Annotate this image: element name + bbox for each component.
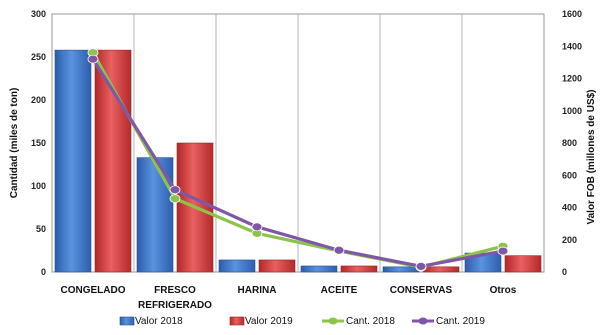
right-tick-label: 1600 <box>562 9 582 19</box>
bar-valor-2018-4 <box>382 266 420 273</box>
category-label: HARINA <box>238 285 277 296</box>
bar-valor-2019-5 <box>504 255 542 273</box>
legend-swatch-valor-2019 <box>229 316 245 326</box>
bar-valor-2019-2 <box>258 259 296 273</box>
left-tick-label: 0 <box>41 267 46 277</box>
point-cant-2019-4 <box>415 261 427 271</box>
point-cant-2019-5 <box>497 246 509 256</box>
right-tick-label: 0 <box>562 267 567 277</box>
category-label: REFRIGERADO <box>138 300 212 311</box>
right-tick-label: 200 <box>562 235 577 245</box>
bar-valor-2018-2 <box>218 259 256 273</box>
category-label: CONSERVAS <box>390 285 453 296</box>
plot-area <box>51 13 545 273</box>
category-labels: CONGELADO FRESCO REFRIGERADO HARINA ACEITE CO… <box>61 285 517 311</box>
legend-marker-cant-2018 <box>328 317 338 325</box>
bar-valor-2019-0 <box>94 49 132 273</box>
right-axis-title: Valor FOB (millones de US$) <box>586 89 597 224</box>
legend-label-valor-2018: Valor 2018 <box>135 316 183 327</box>
right-tick-label: 800 <box>562 138 577 148</box>
line-cant-2019 <box>91 58 504 268</box>
left-tick-label: 250 <box>31 52 46 62</box>
bar-valor-2018-1 <box>136 157 174 273</box>
bar-valor-2019-3 <box>340 265 378 273</box>
legend: Valor 2018 Valor 2019 Cant. 2018 Cant. 2019 <box>119 316 485 327</box>
left-tick-label: 200 <box>31 95 46 105</box>
category-label: ACEITE <box>321 285 358 296</box>
legend-label-cant-2019: Cant. 2019 <box>436 316 485 327</box>
left-axis-ticks: 0 50 100 150 200 250 300 <box>31 9 46 277</box>
right-tick-label: 1400 <box>562 41 582 51</box>
right-axis-ticks: 0 200 400 600 800 1000 1200 1400 1600 <box>562 9 582 277</box>
left-tick-label: 50 <box>36 224 46 234</box>
category-label: FRESCO <box>154 285 196 296</box>
left-tick-label: 100 <box>31 181 46 191</box>
bar-valor-2018-0 <box>54 49 92 273</box>
point-cant-2019-0 <box>87 54 99 64</box>
right-tick-label: 1200 <box>562 74 582 84</box>
legend-marker-cant-2019 <box>418 317 428 325</box>
right-tick-label: 1000 <box>562 106 582 116</box>
legend-label-valor-2019: Valor 2019 <box>245 316 293 327</box>
legend-label-cant-2018: Cant. 2018 <box>346 316 395 327</box>
point-cant-2019-3 <box>333 245 345 255</box>
point-cant-2019-1 <box>169 185 181 195</box>
bar-valor-2019-4 <box>422 266 460 273</box>
right-tick-label: 600 <box>562 170 577 180</box>
bar-series <box>54 49 542 273</box>
point-cant-2018-1 <box>169 194 181 204</box>
point-cant-2019-2 <box>251 222 263 232</box>
left-tick-label: 150 <box>31 138 46 148</box>
category-label: Otros <box>490 285 517 296</box>
legend-swatch-valor-2018 <box>119 316 135 326</box>
category-label: CONGELADO <box>61 285 126 296</box>
line-series <box>87 48 509 272</box>
left-tick-label: 300 <box>31 9 46 19</box>
left-axis-title: Cantidad (miles de ton) <box>9 88 20 199</box>
bar-valor-2018-3 <box>300 265 338 273</box>
right-tick-label: 400 <box>562 203 577 213</box>
